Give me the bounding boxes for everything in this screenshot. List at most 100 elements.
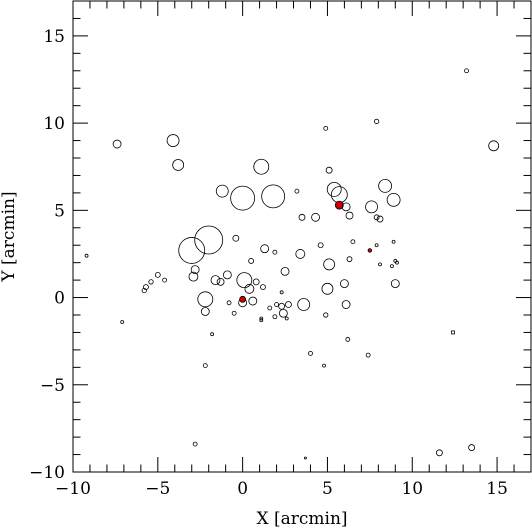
data-point (154, 271, 161, 278)
data-point (285, 301, 292, 308)
data-point (378, 179, 393, 193)
data-point (350, 239, 356, 245)
data-point (192, 441, 198, 447)
data-point (230, 185, 256, 211)
y-axis-title: Y [arcmin] (0, 191, 19, 282)
x-tick-label: −5 (145, 479, 170, 499)
data-point (210, 275, 221, 286)
x-tick-label: 0 (237, 479, 248, 499)
data-point (341, 300, 351, 309)
data-point (321, 282, 334, 295)
data-point (340, 279, 349, 289)
data-point (194, 225, 224, 255)
data-point (326, 181, 342, 197)
data-point (325, 166, 333, 174)
data-point (284, 316, 289, 321)
x-tick-label: 15 (486, 479, 508, 499)
data-point (374, 118, 380, 124)
data-point (298, 213, 306, 221)
data-point (323, 125, 329, 131)
tick-label-layer: −10 −5 0 5 10 15 −10 −5 0 5 10 15 (29, 27, 508, 499)
data-point (374, 243, 379, 248)
data-point (236, 272, 253, 289)
y-tick-label: 10 (43, 114, 65, 134)
data-point (215, 184, 229, 198)
data-point (373, 214, 380, 221)
x-tick-label: 5 (322, 479, 333, 499)
data-point (143, 284, 149, 290)
y-tick-label: −5 (40, 376, 65, 396)
data-point (84, 253, 89, 258)
data-point (308, 350, 313, 356)
data-point (345, 337, 351, 342)
data-point (345, 211, 354, 220)
data-point (260, 244, 270, 254)
data-point (376, 215, 384, 223)
y-tick-label: −10 (29, 463, 65, 483)
data-point (303, 456, 307, 460)
data-point (248, 296, 258, 306)
data-point (112, 139, 122, 149)
data-point (216, 277, 225, 286)
data-point (232, 234, 240, 242)
data-point (259, 318, 264, 323)
data-point (435, 449, 443, 457)
data-point (378, 262, 382, 267)
data-point (172, 159, 185, 171)
data-point (226, 300, 232, 306)
data-point (464, 68, 469, 74)
data-point (386, 192, 401, 207)
y-tick-label: 5 (54, 201, 65, 221)
data-point (178, 237, 206, 264)
data-point-highlighted (239, 295, 247, 303)
data-point (272, 249, 278, 255)
data-point (231, 310, 237, 316)
data-point (295, 249, 306, 259)
data-point-highlighted (334, 200, 344, 210)
data-point (322, 363, 326, 368)
data-point-highlighted (367, 248, 373, 253)
data-point (395, 260, 399, 265)
tick-layer (72, 0, 532, 473)
data-point (365, 352, 371, 358)
y-tick-label: 0 (54, 289, 65, 309)
x-tick-label: −10 (55, 479, 91, 499)
data-point (365, 200, 378, 214)
data-point (259, 316, 264, 321)
data-point (210, 332, 214, 337)
data-point (200, 307, 210, 316)
data-point (297, 298, 311, 311)
data-point (244, 283, 255, 294)
data-point (278, 308, 288, 318)
data-point (341, 202, 351, 212)
data-point (274, 302, 279, 307)
data-point (346, 256, 353, 263)
x-axis-title: X [arcmin] (256, 509, 347, 529)
x-tick-label: 10 (401, 479, 423, 499)
data-point (252, 278, 260, 286)
data-point (222, 270, 232, 280)
data-point (261, 184, 286, 209)
data-point (390, 279, 400, 289)
data-point (162, 277, 168, 283)
data-point (317, 242, 324, 249)
data-point (141, 287, 147, 294)
data-point (278, 302, 286, 310)
data-point-square (451, 330, 455, 335)
data-point (197, 291, 214, 308)
data-point (253, 158, 270, 175)
plot-frame (72, 0, 532, 473)
data-point (488, 140, 500, 152)
data-point (248, 258, 255, 264)
data-point (391, 239, 396, 244)
data-point (390, 264, 394, 269)
data-point (323, 258, 336, 271)
data-point (188, 271, 199, 282)
y-tick-label: 15 (43, 27, 65, 47)
data-point (279, 290, 284, 295)
data-point (323, 312, 329, 318)
data-point (148, 279, 154, 285)
data-point (202, 363, 208, 368)
marker-layer (84, 68, 500, 460)
